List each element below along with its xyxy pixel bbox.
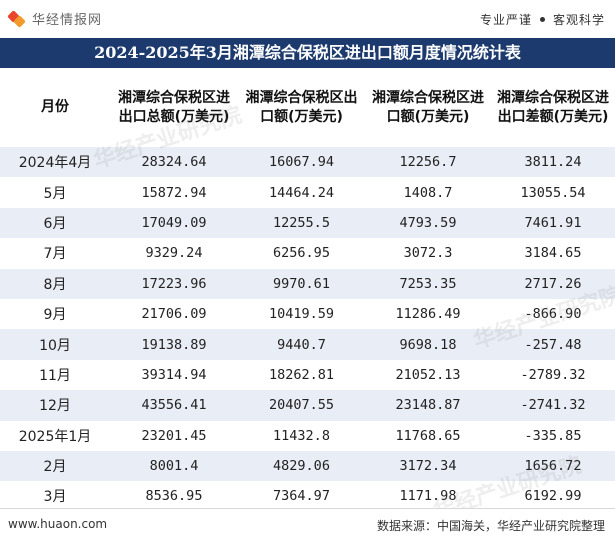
table-row: 12月 43556.41 20407.55 23148.87 -2741.32 — [0, 390, 615, 421]
month-cell: 12月 — [0, 390, 110, 421]
value-cell: 9440.7 — [238, 329, 365, 360]
value-cell: 43556.41 — [110, 390, 238, 421]
value-cell: 7461.91 — [491, 207, 615, 239]
table-row: 7月 9329.24 6256.95 3072.3 3184.65 — [0, 238, 615, 269]
month-cell: 11月 — [0, 359, 110, 391]
footer: www.huaon.com 数据来源：中国海关，华经产业研究院整理 — [0, 508, 615, 540]
column-header: 湘潭综合保税区进出口差额(万美元) — [491, 68, 615, 147]
value-cell: 9698.18 — [365, 329, 491, 360]
value-cell: 3811.24 — [491, 147, 615, 178]
value-cell: 3072.3 — [365, 238, 491, 269]
column-header: 月份 — [0, 68, 110, 147]
footer-source: 数据来源：中国海关，华经产业研究院整理 — [376, 519, 605, 533]
top-bar: 华经情报网 专业严谨 客观科学 — [0, 0, 615, 38]
logo-text: 华经情报网 — [32, 13, 103, 28]
value-cell: 6256.95 — [238, 238, 365, 269]
value-cell: 2717.26 — [491, 268, 615, 299]
value-cell: 21706.09 — [110, 298, 238, 330]
value-cell: 17223.96 — [110, 268, 238, 299]
value-cell: 21052.13 — [365, 359, 491, 391]
month-cell: 2024年4月 — [0, 147, 110, 178]
value-cell: 7253.35 — [365, 268, 491, 299]
table-row: 6月 17049.09 12255.5 4793.59 7461.91 — [0, 207, 615, 239]
month-cell: 5月 — [0, 177, 110, 208]
value-cell: 3172.34 — [365, 450, 491, 482]
value-cell: 17049.09 — [110, 207, 238, 239]
table-header-row: 月份 湘潭综合保税区进出口总额(万美元) 湘潭综合保税区出口额(万美元) 湘潭综… — [0, 68, 615, 147]
value-cell: 12256.7 — [365, 147, 491, 178]
value-cell: 3184.65 — [491, 238, 615, 269]
value-cell: 23148.87 — [365, 390, 491, 421]
value-cell: 8001.4 — [110, 450, 238, 482]
column-header: 湘潭综合保税区进出口总额(万美元) — [110, 68, 238, 147]
value-cell: 7364.97 — [238, 481, 365, 512]
month-cell: 7月 — [0, 238, 110, 269]
month-cell: 6月 — [0, 207, 110, 239]
value-cell: 9329.24 — [110, 238, 238, 269]
month-cell: 3月 — [0, 481, 110, 512]
value-cell: 1408.7 — [365, 177, 491, 208]
value-cell: 1171.98 — [365, 481, 491, 512]
table-row: 11月 39314.94 18262.81 21052.13 -2789.32 — [0, 359, 615, 391]
table-row: 9月 21706.09 10419.59 11286.49 -866.90 — [0, 298, 615, 330]
value-cell: 10419.59 — [238, 298, 365, 330]
table-row: 10月 19138.89 9440.7 9698.18 -257.48 — [0, 329, 615, 360]
value-cell: 28324.64 — [110, 147, 238, 178]
table-row: 3月 8536.95 7364.97 1171.98 6192.99 — [0, 481, 615, 512]
value-cell: -257.48 — [491, 329, 615, 360]
value-cell: 14464.24 — [238, 177, 365, 208]
table-row: 2024年4月 28324.64 16067.94 12256.7 3811.24 — [0, 147, 615, 178]
value-cell: 12255.5 — [238, 207, 365, 239]
value-cell: 6192.99 — [491, 481, 615, 512]
slogan: 专业严谨 客观科学 — [480, 11, 605, 28]
value-cell: 4793.59 — [365, 207, 491, 239]
logo: 华经情报网 — [7, 9, 103, 28]
value-cell: 11286.49 — [365, 298, 491, 330]
table-row: 2025年1月 23201.45 11432.8 11768.65 -335.85 — [0, 420, 615, 451]
table-row: 5月 15872.94 14464.24 1408.7 13055.54 — [0, 177, 615, 208]
slogan-1: 专业严谨 — [479, 13, 532, 27]
value-cell: 15872.94 — [110, 177, 238, 208]
value-cell: -2789.32 — [491, 359, 615, 391]
value-cell: 23201.45 — [110, 420, 238, 451]
footer-website: www.huaon.com — [8, 517, 108, 531]
table-title: 2024-2025年3月湘潭综合保税区进出口额月度情况统计表 — [0, 38, 615, 68]
month-cell: 2025年1月 — [0, 420, 110, 451]
value-cell: 9970.61 — [238, 268, 365, 299]
slogan-2: 客观科学 — [552, 13, 605, 27]
month-cell: 2月 — [0, 450, 110, 482]
value-cell: 20407.55 — [238, 390, 365, 421]
month-cell: 10月 — [0, 329, 110, 360]
bullet-dot-icon — [539, 17, 545, 22]
table-body: 2024年4月 28324.64 16067.94 12256.7 3811.24 5月 1… — [0, 147, 615, 512]
value-cell: -2741.32 — [491, 390, 615, 421]
value-cell: 1656.72 — [491, 450, 615, 482]
value-cell: 19138.89 — [110, 329, 238, 360]
value-cell: 18262.81 — [238, 359, 365, 391]
value-cell: 13055.54 — [491, 177, 615, 208]
month-cell: 8月 — [0, 268, 110, 299]
column-header: 湘潭综合保税区进口额(万美元) — [365, 68, 491, 147]
value-cell: -335.85 — [491, 420, 615, 451]
value-cell: 8536.95 — [110, 481, 238, 512]
value-cell: 39314.94 — [110, 359, 238, 391]
value-cell: 11432.8 — [238, 420, 365, 451]
logo-icon — [7, 9, 26, 28]
table-row: 2月 8001.4 4829.06 3172.34 1656.72 — [0, 450, 615, 482]
data-table: 月份 湘潭综合保税区进出口总额(万美元) 湘潭综合保税区出口额(万美元) 湘潭综… — [0, 68, 615, 512]
table-row: 8月 17223.96 9970.61 7253.35 2717.26 — [0, 268, 615, 299]
value-cell: 16067.94 — [238, 147, 365, 178]
value-cell: -866.90 — [491, 298, 615, 330]
month-cell: 9月 — [0, 298, 110, 330]
column-header: 湘潭综合保税区出口额(万美元) — [238, 68, 365, 147]
value-cell: 11768.65 — [365, 420, 491, 451]
value-cell: 4829.06 — [238, 450, 365, 482]
